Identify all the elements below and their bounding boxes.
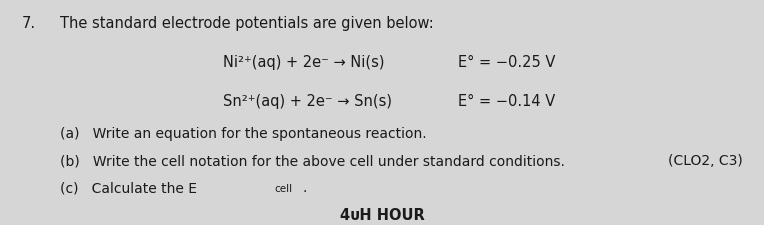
Text: cell: cell <box>274 184 293 194</box>
Text: Sn²⁺(aq) + 2e⁻ → Sn(s): Sn²⁺(aq) + 2e⁻ → Sn(s) <box>223 94 392 109</box>
Text: Ni²⁺(aq) + 2e⁻ → Ni(s): Ni²⁺(aq) + 2e⁻ → Ni(s) <box>223 55 384 70</box>
Text: (b)   Write the cell notation for the above cell under standard conditions.: (b) Write the cell notation for the abov… <box>60 154 565 168</box>
Text: E° = −0.25 V: E° = −0.25 V <box>458 55 555 70</box>
Text: .: . <box>303 181 306 195</box>
Text: 7.: 7. <box>21 16 36 31</box>
Text: (c)   Calculate the E: (c) Calculate the E <box>60 181 196 195</box>
Text: E° = −0.14 V: E° = −0.14 V <box>458 94 555 109</box>
Text: The standard electrode potentials are given below:: The standard electrode potentials are gi… <box>60 16 433 31</box>
Text: (CLO2, C3): (CLO2, C3) <box>668 154 743 168</box>
Text: 4ᴜH HOUR: 4ᴜH HOUR <box>340 209 424 223</box>
Text: (a)   Write an equation for the spontaneous reaction.: (a) Write an equation for the spontaneou… <box>60 127 426 141</box>
